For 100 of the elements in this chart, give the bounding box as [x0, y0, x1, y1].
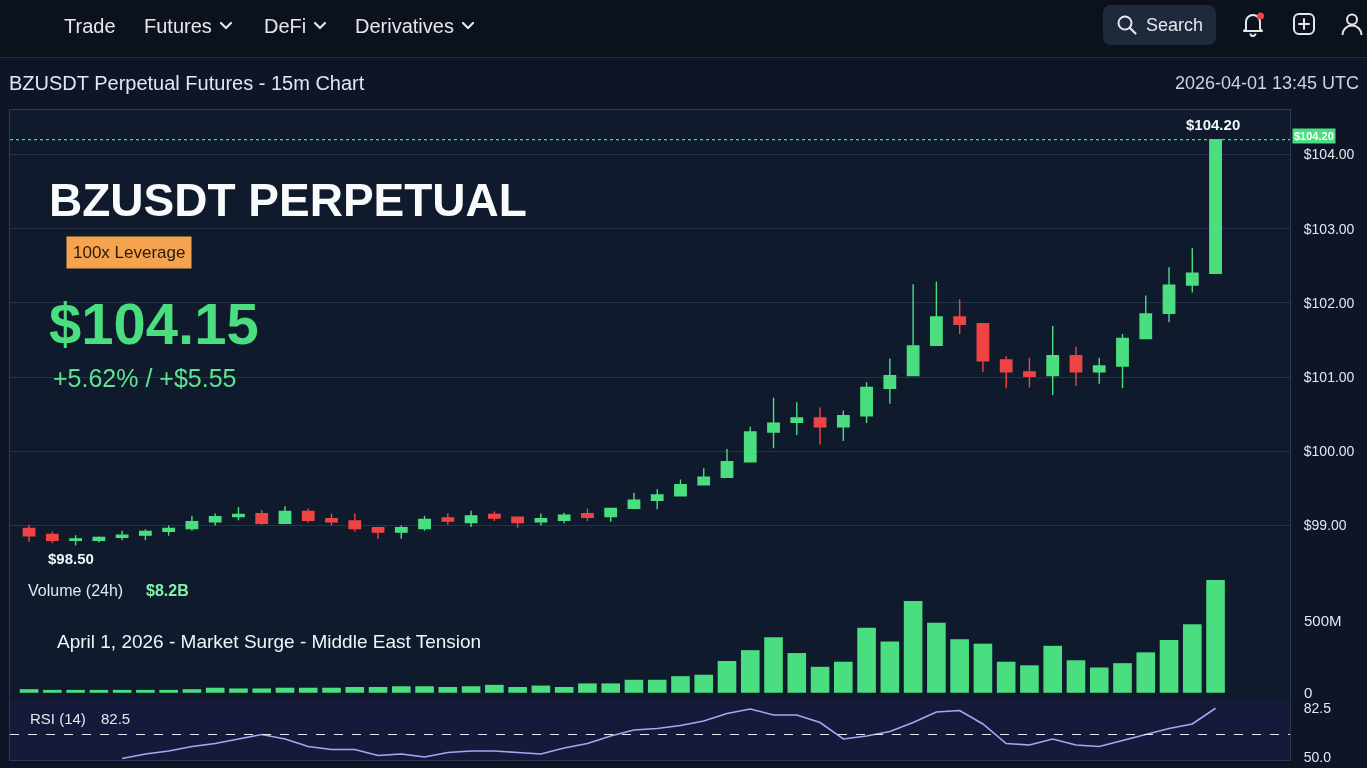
bar — [322, 687, 341, 693]
candlestick — [185, 515, 199, 532]
candlestick — [860, 381, 873, 424]
candlestick — [627, 492, 641, 510]
y-tick-label: 82.5 — [1303, 700, 1332, 717]
candlestick — [1092, 357, 1106, 385]
candlestick — [394, 524, 408, 540]
candlestick — [720, 448, 734, 479]
candlestick — [767, 397, 780, 450]
annotation: 82.5 — [101, 710, 131, 727]
candlestick — [1046, 325, 1060, 396]
annotation: $104.15 — [49, 291, 259, 356]
chart-title: BZUSDT Perpetual Futures - 15m Chart — [9, 72, 365, 94]
bar — [880, 641, 900, 693]
bar — [508, 687, 527, 693]
bar — [136, 689, 155, 693]
bar — [601, 683, 620, 693]
candlestick — [813, 406, 827, 446]
bar — [671, 676, 690, 693]
annotation: 100x Leverage — [73, 243, 186, 262]
text: 2026-04-01 13:45 UTC — [1175, 73, 1360, 93]
candlestick — [929, 280, 943, 347]
candlestick — [1023, 357, 1036, 389]
text: DeFi — [264, 14, 307, 38]
candlestick — [69, 534, 82, 547]
y-tick-label: $102.00 — [1303, 294, 1355, 311]
annotation: RSI (14) — [30, 710, 86, 727]
candlestick — [301, 507, 315, 524]
candlestick — [487, 510, 501, 522]
bar — [1159, 640, 1179, 693]
bar — [810, 666, 830, 693]
candlestick — [1116, 333, 1129, 389]
bar — [857, 627, 876, 693]
y-tick-label: $104.00 — [1303, 146, 1355, 163]
y-tick-label: $101.00 — [1303, 369, 1355, 385]
bar — [531, 685, 551, 693]
bar — [1206, 580, 1225, 693]
bar — [717, 661, 737, 693]
bar — [1043, 645, 1063, 693]
bar — [578, 683, 597, 693]
bar — [647, 679, 667, 693]
bar — [1136, 652, 1156, 693]
bar — [1113, 663, 1132, 693]
candlestick — [139, 528, 152, 542]
y-tick-label: 50.0 — [1303, 748, 1332, 765]
annotation: Volume (24h) — [28, 582, 124, 599]
candlestick — [581, 507, 594, 522]
bar — [950, 639, 969, 693]
annotation: +5.62% / +$5.55 — [53, 364, 237, 392]
candlestick — [906, 283, 920, 378]
candlestick — [115, 529, 129, 542]
bar — [368, 687, 388, 693]
bar — [787, 653, 807, 693]
y-tick-label: $103.00 — [1303, 220, 1355, 237]
bar — [205, 687, 225, 693]
candlestick — [1069, 345, 1083, 387]
candlestick — [45, 530, 59, 544]
candlestick — [348, 512, 362, 533]
candlestick — [836, 409, 850, 442]
candlestick — [1162, 266, 1176, 323]
candlestick — [674, 478, 687, 498]
annotation: April 1, 2026 - Market Surge - Middle East Tension — [57, 631, 482, 652]
candlestick — [557, 512, 571, 524]
annotation: $98.50 — [48, 550, 94, 567]
candlestick — [790, 401, 804, 436]
bar — [345, 687, 365, 693]
candlestick — [1139, 294, 1153, 340]
candlestick — [650, 488, 664, 510]
y-tick-label: 500M — [1304, 611, 1342, 629]
annotation: BZUSDT PERPETUAL — [49, 174, 527, 226]
candlestick — [371, 526, 385, 540]
candlestick — [697, 467, 711, 487]
annotation: $104.20 — [1186, 116, 1241, 133]
bar — [1066, 660, 1086, 693]
bar — [461, 686, 481, 693]
bar — [554, 687, 574, 693]
candlestick — [534, 512, 548, 527]
text: Futures — [144, 14, 212, 38]
bar — [438, 687, 458, 693]
search-field: Search — [1103, 5, 1216, 45]
bar — [1020, 665, 1039, 693]
bar — [275, 687, 295, 693]
candlestick — [418, 515, 431, 532]
y-tick-label: $100.00 — [1303, 443, 1355, 460]
bar — [182, 689, 202, 693]
candlestick — [278, 505, 292, 524]
bar — [229, 688, 248, 693]
bar — [834, 661, 853, 693]
y-tick-label: $99.00 — [1303, 517, 1347, 534]
candlestick — [208, 512, 222, 527]
candlestick — [604, 506, 618, 523]
candlestick — [953, 298, 967, 335]
bar — [740, 650, 760, 693]
bar — [764, 637, 783, 693]
bar — [159, 689, 178, 693]
candlestick — [22, 524, 36, 543]
y-tick-label: 0 — [1304, 684, 1313, 702]
candlestick — [976, 322, 990, 373]
bar — [252, 688, 272, 693]
bar — [112, 689, 132, 693]
